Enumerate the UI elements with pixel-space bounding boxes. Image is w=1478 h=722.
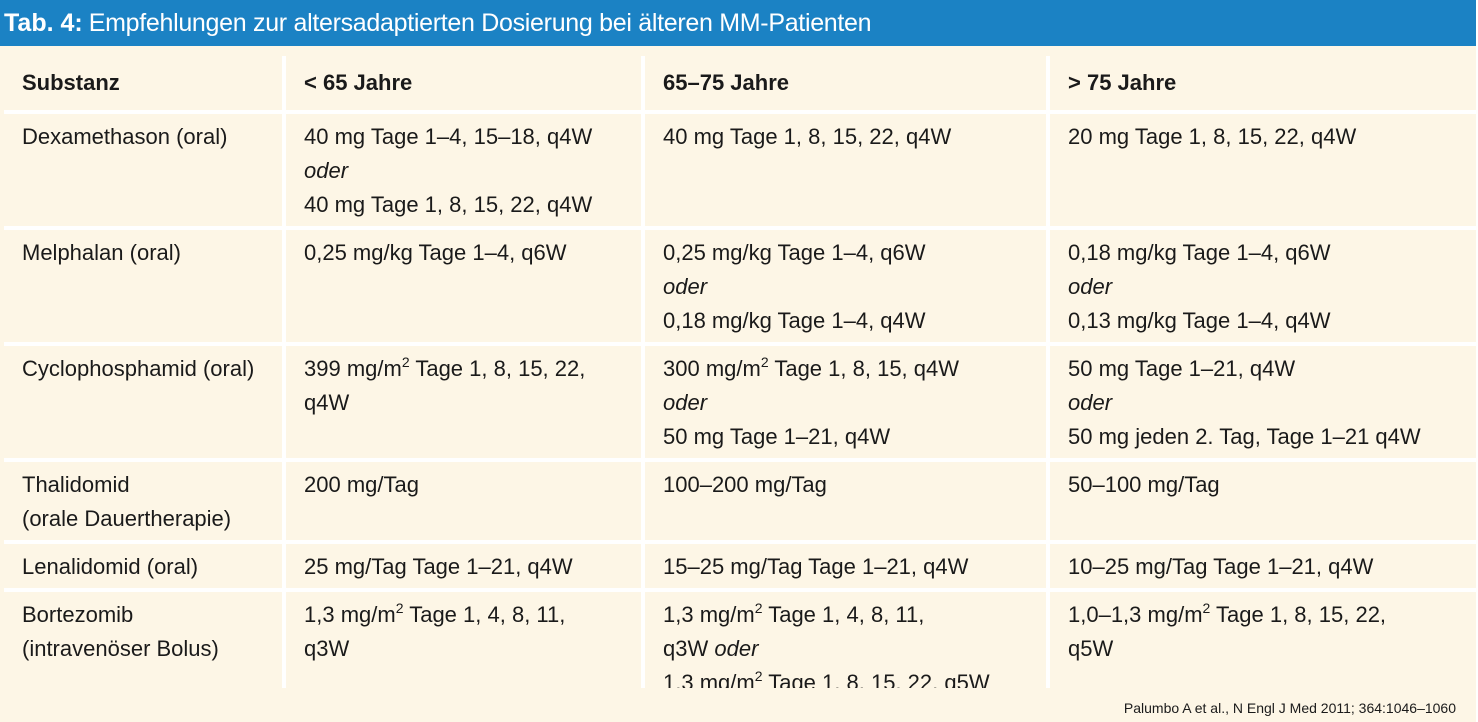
dose-line: q3W xyxy=(304,636,350,661)
table-row: Lenalidomid (oral) 25 mg/Tag Tage 1–21, … xyxy=(4,544,1476,592)
dose-line: 50 mg Tage 1–21, q4W xyxy=(663,424,891,449)
dose-cell-under-65: 40 mg Tage 1–4, 15–18, q4W oder 40 mg Ta… xyxy=(286,114,645,230)
table-row: Melphalan (oral) 0,25 mg/kg Tage 1–4, q6… xyxy=(4,230,1476,346)
dose-text: Tage 1, 4, 8, 11, xyxy=(762,602,925,627)
dose-cell-over-75: 50–100 mg/Tag xyxy=(1050,462,1476,544)
or-label: oder xyxy=(663,274,708,299)
substance-name: Lenalidomid (oral) xyxy=(22,554,199,579)
dose-text: Tage 1, 4, 8, 11, xyxy=(403,602,566,627)
dose-cell-65-75: 300 mg/m2 Tage 1, 8, 15, q4W oder 50 mg … xyxy=(645,346,1050,462)
superscript: 2 xyxy=(760,354,769,370)
dose-cell-over-75: 50 mg Tage 1–21, q4W oder 50 mg jeden 2.… xyxy=(1050,346,1476,462)
dosage-table: Substanz < 65 Jahre 65–75 Jahre > 75 Jah… xyxy=(4,56,1476,708)
substance-route: (orale Dauertherapie) xyxy=(22,506,232,531)
dose-line: 0,25 mg/kg Tage 1–4, q6W xyxy=(304,240,567,265)
substance-cell: Melphalan (oral) xyxy=(4,230,286,346)
dose-line: 50 mg Tage 1–21, q4W xyxy=(1068,356,1296,381)
dose-line: 0,25 mg/kg Tage 1–4, q6W xyxy=(663,240,926,265)
col-header-over-75: > 75 Jahre xyxy=(1050,56,1476,114)
or-label: oder xyxy=(1068,390,1113,415)
dose-line: 1,3 mg/m2 Tage 1, 4, 8, 11, xyxy=(304,598,633,632)
dose-line: 0,18 mg/kg Tage 1–4, q4W xyxy=(663,308,926,333)
dose-cell-65-75: 0,25 mg/kg Tage 1–4, q6W oder 0,18 mg/kg… xyxy=(645,230,1050,346)
dose-line: 15–25 mg/Tag Tage 1–21, q4W xyxy=(663,554,969,579)
superscript: 2 xyxy=(754,668,763,684)
dose-text: 1,0–1,3 mg/m xyxy=(1068,602,1203,627)
dose-line: 10–25 mg/Tag Tage 1–21, q4W xyxy=(1068,554,1374,579)
superscript: 2 xyxy=(401,354,410,370)
superscript: 2 xyxy=(754,600,763,616)
dose-cell-under-65: 25 mg/Tag Tage 1–21, q4W xyxy=(286,544,645,592)
dose-cell-under-65: 399 mg/m2 Tage 1, 8, 15, 22, q4W xyxy=(286,346,645,462)
dose-cell-over-75: 20 mg Tage 1, 8, 15, 22, q4W xyxy=(1050,114,1476,230)
substance-name: Cyclophosphamid (oral) xyxy=(22,356,255,381)
superscript: 2 xyxy=(1202,600,1211,616)
dose-cell-65-75: 40 mg Tage 1, 8, 15, 22, q4W xyxy=(645,114,1050,230)
dose-line: 300 mg/m2 Tage 1, 8, 15, q4W xyxy=(663,352,1038,386)
substance-cell: Lenalidomid (oral) xyxy=(4,544,286,592)
dose-line: 40 mg Tage 1, 8, 15, 22, q4W xyxy=(663,124,952,149)
dose-line: 200 mg/Tag xyxy=(304,472,419,497)
dose-text: 300 mg/m xyxy=(663,356,761,381)
substance-name: Thalidomid xyxy=(22,472,130,497)
substance-name: Melphalan (oral) xyxy=(22,240,181,265)
dose-cell-under-65: 0,25 mg/kg Tage 1–4, q6W xyxy=(286,230,645,346)
or-label: oder xyxy=(663,390,708,415)
dose-line: 40 mg Tage 1–4, 15–18, q4W xyxy=(304,124,593,149)
col-header-substanz: Substanz xyxy=(4,56,286,114)
substance-cell: Cyclophosphamid (oral) xyxy=(4,346,286,462)
substance-cell: Dexamethason (oral) xyxy=(4,114,286,230)
dose-line: 40 mg Tage 1, 8, 15, 22, q4W xyxy=(304,192,593,217)
substance-cell: Thalidomid (orale Dauertherapie) xyxy=(4,462,286,544)
dose-text: 1,3 mg/m xyxy=(663,602,755,627)
col-header-under-65: < 65 Jahre xyxy=(286,56,645,114)
table-caption: Empfehlungen zur altersadaptierten Dosie… xyxy=(88,9,872,37)
substance-name: Dexamethason (oral) xyxy=(22,124,228,149)
dose-line: q3W oder xyxy=(663,632,1038,666)
dose-text: Tage 1, 8, 15, q4W xyxy=(768,356,960,381)
dose-cell-over-75: 10–25 mg/Tag Tage 1–21, q4W xyxy=(1050,544,1476,592)
dose-text: Tage 1, 8, 15, 22, xyxy=(1210,602,1387,627)
dose-cell-65-75: 15–25 mg/Tag Tage 1–21, q4W xyxy=(645,544,1050,592)
or-label: oder xyxy=(304,158,349,183)
table-number: Tab. 4: xyxy=(4,9,83,37)
table-row: Cyclophosphamid (oral) 399 mg/m2 Tage 1,… xyxy=(4,346,1476,462)
dose-line: 100–200 mg/Tag xyxy=(663,472,827,497)
dose-text: q3W xyxy=(663,636,715,661)
table-title: Tab. 4: Empfehlungen zur altersadaptierte… xyxy=(0,0,1476,46)
superscript: 2 xyxy=(395,600,404,616)
dose-line: 399 mg/m2 Tage 1, 8, 15, 22, xyxy=(304,352,633,386)
table-footer xyxy=(0,688,1476,722)
dose-cell-under-65: 200 mg/Tag xyxy=(286,462,645,544)
dose-line: 25 mg/Tag Tage 1–21, q4W xyxy=(304,554,573,579)
source-citation: Palumbo A et al., N Engl J Med 2011; 364… xyxy=(1123,700,1456,716)
dose-line: 50 mg jeden 2. Tag, Tage 1–21 q4W xyxy=(1068,424,1421,449)
dose-cell-over-75: 0,18 mg/kg Tage 1–4, q6W oder 0,13 mg/kg… xyxy=(1050,230,1476,346)
dose-line: 0,18 mg/kg Tage 1–4, q6W xyxy=(1068,240,1331,265)
substance-name: Bortezomib xyxy=(22,602,134,627)
substance-route: (intravenöser Bolus) xyxy=(22,636,219,661)
dose-line: 1,3 mg/m2 Tage 1, 4, 8, 11, xyxy=(663,598,1038,632)
or-label: oder xyxy=(1068,274,1113,299)
table-row: Thalidomid (orale Dauertherapie) 200 mg/… xyxy=(4,462,1476,544)
or-label: oder xyxy=(714,636,759,661)
dose-line: 50–100 mg/Tag xyxy=(1068,472,1220,497)
dose-line: 20 mg Tage 1, 8, 15, 22, q4W xyxy=(1068,124,1357,149)
dose-text: 399 mg/m xyxy=(304,356,402,381)
dose-line: q5W xyxy=(1068,636,1114,661)
dose-line: 0,13 mg/kg Tage 1–4, q4W xyxy=(1068,308,1331,333)
header-row: Substanz < 65 Jahre 65–75 Jahre > 75 Jah… xyxy=(4,56,1476,114)
dose-cell-65-75: 100–200 mg/Tag xyxy=(645,462,1050,544)
dose-text: 1,3 mg/m xyxy=(304,602,396,627)
dose-text: Tage 1, 8, 15, 22, xyxy=(409,356,586,381)
col-header-65-75: 65–75 Jahre xyxy=(645,56,1050,114)
dose-line: q4W xyxy=(304,390,350,415)
table-row: Dexamethason (oral) 40 mg Tage 1–4, 15–1… xyxy=(4,114,1476,230)
dose-line: 1,0–1,3 mg/m2 Tage 1, 8, 15, 22, xyxy=(1068,598,1468,632)
